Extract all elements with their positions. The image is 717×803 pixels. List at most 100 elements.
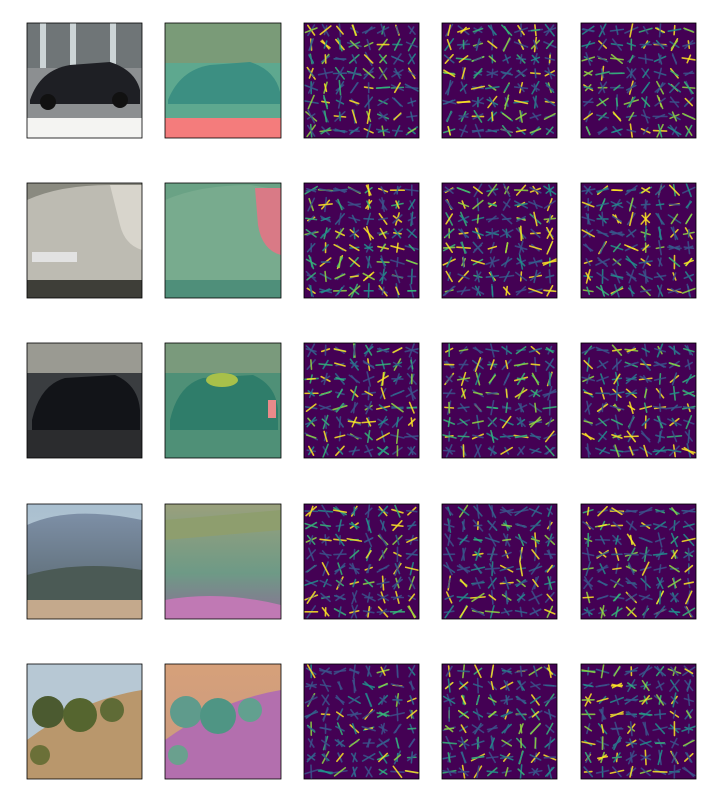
hog-stroke <box>530 28 541 32</box>
hog-stroke <box>393 112 402 121</box>
hog-stroke <box>542 260 558 264</box>
hog-stroke <box>376 581 390 585</box>
hog-stroke <box>459 214 468 224</box>
hog-stroke <box>488 594 497 601</box>
hog-stroke <box>640 213 651 225</box>
hog-stroke <box>547 417 553 427</box>
hog-stroke <box>363 54 374 64</box>
hog-stroke <box>658 226 662 241</box>
hog-stroke <box>529 186 542 194</box>
hog-stroke <box>628 520 634 531</box>
hog-stroke <box>685 415 693 430</box>
hog-stroke <box>669 592 680 603</box>
hog-stroke <box>543 756 557 759</box>
hog-stroke <box>408 593 416 602</box>
hog-stroke <box>626 96 636 108</box>
hog-stroke <box>392 609 403 615</box>
hog-stroke <box>667 126 682 136</box>
hog-stroke <box>644 269 647 284</box>
hog-stroke <box>333 243 347 252</box>
hog-stroke <box>596 272 609 281</box>
hog-stroke <box>613 665 621 677</box>
hog-stroke <box>505 694 509 706</box>
hog-stroke <box>653 418 667 426</box>
hog-stroke <box>670 213 679 225</box>
hog-stroke <box>322 679 330 692</box>
hog-stroke <box>629 765 634 778</box>
hog-stroke <box>519 110 523 123</box>
hog-stroke <box>472 242 484 254</box>
hog-stroke <box>623 361 639 368</box>
hog-stroke <box>545 24 555 36</box>
hog-stroke <box>459 128 469 133</box>
hog-stroke <box>456 566 471 571</box>
hog-stroke <box>544 430 555 443</box>
hog-stroke <box>362 272 375 281</box>
hog-stroke <box>611 682 623 689</box>
hog-stroke <box>366 123 372 139</box>
hog-stroke <box>303 580 319 587</box>
hog-stroke <box>487 417 498 428</box>
hog-stroke <box>380 666 386 676</box>
hog-stroke <box>609 391 625 396</box>
hog-stroke <box>309 535 314 545</box>
hog-stroke <box>513 362 529 367</box>
hog-stroke <box>543 289 557 293</box>
hog-stroke <box>515 129 527 133</box>
hog-stroke <box>682 523 695 528</box>
hog-stroke <box>685 213 693 225</box>
hog-stroke <box>473 110 483 123</box>
hog-frame <box>580 663 697 780</box>
hog-stroke <box>361 725 376 732</box>
hog-stroke <box>444 229 454 238</box>
hog-stroke <box>629 534 633 546</box>
hog-stroke <box>599 25 606 36</box>
hog-panel <box>303 342 420 459</box>
hog-stroke <box>639 289 652 293</box>
hog-stroke <box>473 505 483 517</box>
hog-stroke <box>395 25 400 35</box>
hog-stroke <box>461 241 466 254</box>
hog-panel <box>441 182 558 299</box>
hog-stroke <box>529 114 542 119</box>
hog-stroke <box>349 229 360 238</box>
hog-frame <box>441 663 558 780</box>
hog-stroke <box>628 445 634 456</box>
hog-stroke <box>475 372 481 386</box>
hog-stroke <box>444 605 454 619</box>
hog-stroke <box>408 738 416 748</box>
hog-stroke <box>530 683 541 688</box>
hog-stroke <box>685 124 693 137</box>
hog-stroke <box>322 708 329 721</box>
photo <box>26 182 143 299</box>
hog-stroke <box>488 520 496 531</box>
hog-stroke <box>484 610 500 614</box>
hog-stroke <box>654 347 666 353</box>
hog-stroke <box>532 96 539 108</box>
hog-stroke <box>640 754 651 761</box>
hog-panel <box>580 182 697 299</box>
hog-stroke <box>306 242 316 253</box>
hog-stroke <box>408 664 416 678</box>
hog-stroke <box>474 444 482 458</box>
hog-stroke <box>610 711 624 718</box>
hog-stroke <box>367 282 370 299</box>
hog-stroke <box>447 24 452 36</box>
hog-stroke <box>377 505 389 517</box>
hog-stroke <box>668 184 680 196</box>
hog-stroke <box>441 434 457 439</box>
hog-stroke <box>361 26 376 34</box>
hog-stroke <box>319 579 332 587</box>
hog-stroke <box>683 81 694 95</box>
hog-stroke <box>611 38 622 51</box>
hog-stroke <box>334 434 346 439</box>
hog-stroke <box>597 580 608 586</box>
hog-stroke <box>629 68 633 79</box>
hog-stroke <box>394 504 401 518</box>
hog-stroke <box>475 38 481 51</box>
hog-frame <box>441 503 558 620</box>
hog-stroke <box>669 96 680 108</box>
hog-stroke <box>530 363 541 366</box>
hog-stroke <box>404 83 419 92</box>
hog-stroke <box>685 710 692 719</box>
